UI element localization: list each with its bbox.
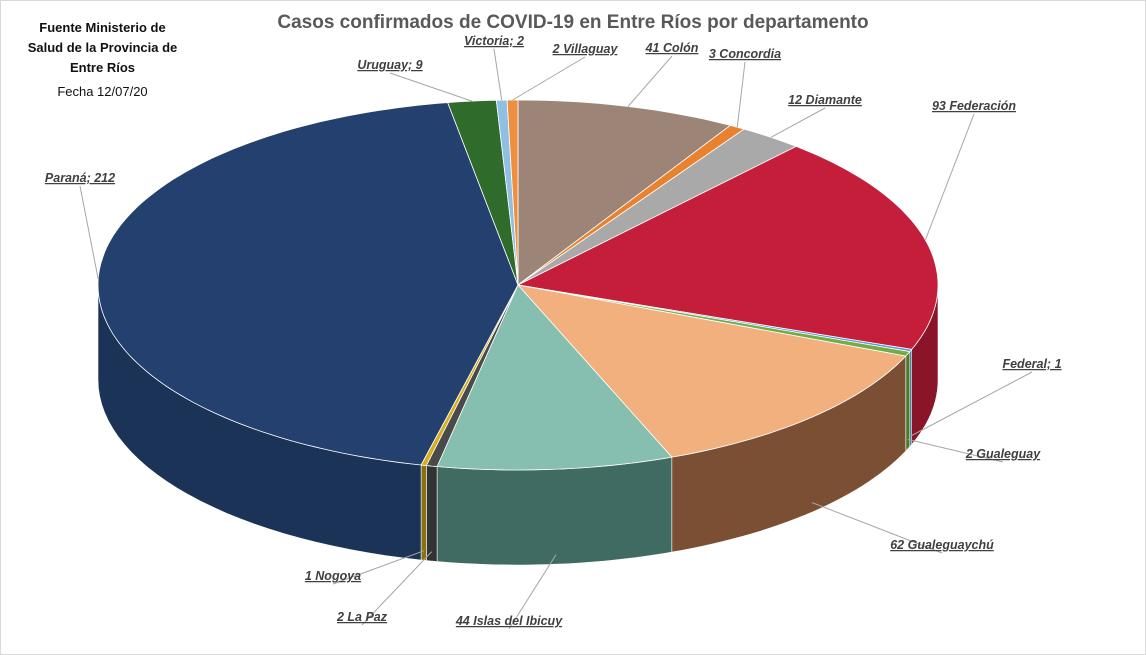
- data-label-federacion: 93 Federación: [932, 99, 1016, 113]
- leader-line-diamante: [770, 107, 826, 138]
- pie-slice-federacion: [516, 145, 939, 350]
- leader-line-concordia: [736, 61, 746, 128]
- leader-line-uruguay: [389, 72, 473, 102]
- source-line-1: Fuente Ministerio de: [39, 20, 166, 35]
- source-line-3: Entre Ríos: [69, 60, 135, 75]
- data-label-la-paz: 2 La Paz: [336, 610, 388, 624]
- leader-line-gualeguaychu: [811, 502, 943, 554]
- chart-title: Casos confirmados de COVID-19 en Entre R…: [277, 12, 869, 33]
- source-line-2: Salud de la Provincia de: [27, 40, 178, 55]
- pie-side-gualeguay: [905, 351, 911, 452]
- leader-line-islas-del-ibicuy: [508, 554, 557, 630]
- leader-line-colon: [627, 55, 673, 107]
- leader-line-federal: [910, 371, 1033, 437]
- data-label-villaguay: 2 Villaguay: [552, 42, 619, 56]
- data-label-uruguay: Uruguay; 9: [357, 58, 422, 72]
- pie-slice-diamante: [517, 128, 798, 286]
- leader-line-gualeguay: [907, 438, 1004, 463]
- data-label-federal: Federal; 1: [1002, 357, 1061, 371]
- source-note: Fuente Ministerio de Salud de la Provinc…: [20, 18, 185, 78]
- data-label-diamante: 12 Diamante: [788, 93, 862, 107]
- data-label-parana: Paraná; 212: [45, 171, 115, 185]
- leader-line-villaguay: [512, 56, 586, 101]
- data-label-victoria: Victoria; 2: [464, 34, 524, 48]
- leader-line-parana: [79, 185, 99, 280]
- leader-line-nogoya: [332, 550, 424, 585]
- pie-side-la-paz: [426, 465, 438, 562]
- pie-side-islas-del-ibicuy: [436, 456, 673, 566]
- pie-slice-islas-del-ibicuy: [436, 284, 673, 471]
- data-label-nogoya: 1 Nogoya: [305, 569, 361, 583]
- data-label-colon: 41 Colón: [645, 41, 699, 55]
- leader-line-federacion: [924, 113, 975, 241]
- leader-line-la-paz: [361, 551, 433, 626]
- leader-line-victoria: [493, 48, 503, 101]
- pie-slice-gualeguaychu: [516, 284, 907, 458]
- date-note: Fecha 12/07/20: [57, 84, 148, 99]
- pie-side-nogoya: [420, 464, 427, 561]
- data-label-gualeguaychu: 62 Gualeguaychú: [890, 538, 994, 552]
- data-label-islas-del-ibicuy: 44 Islas del Ibicuy: [455, 614, 563, 628]
- pie-slice-uruguay: [447, 99, 519, 286]
- data-label-gualeguay: 2 Gualeguay: [965, 447, 1041, 461]
- data-label-concordia: 3 Concordia: [709, 47, 781, 61]
